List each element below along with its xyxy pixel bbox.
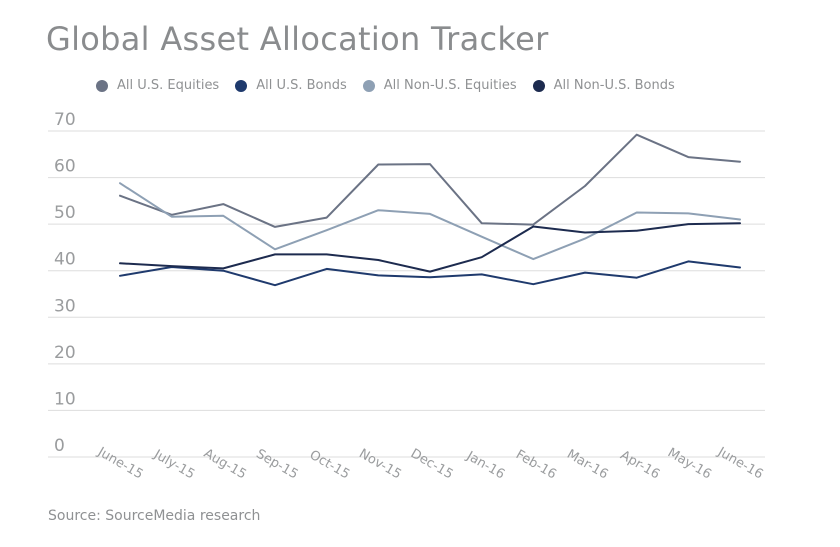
y-tick-label: 30: [54, 296, 76, 316]
legend-dot-icon: [235, 79, 248, 92]
source-note: Source: SourceMedia research: [48, 508, 261, 524]
legend-dot-icon: [532, 79, 545, 92]
x-tick-label: June-15: [94, 444, 145, 482]
chart-title: Global Asset Allocation Tracker: [46, 20, 549, 58]
x-tick-label: May-16: [665, 446, 714, 483]
x-tick-label: July-15: [150, 447, 197, 483]
y-tick-label: 60: [54, 157, 76, 177]
y-tick-label: 50: [54, 203, 76, 223]
legend-item-non-us-equities: All Non-U.S. Equities: [362, 78, 517, 93]
legend-dot-icon: [362, 79, 375, 92]
x-tick-label: Apr-16: [618, 448, 663, 482]
x-tick-label: Oct-15: [307, 448, 352, 483]
legend-dot-icon: [96, 79, 108, 92]
x-tick-label: Dec-15: [408, 446, 456, 482]
x-tick-label: June-16: [714, 444, 765, 482]
y-tick-label: 10: [54, 389, 76, 409]
legend-label: All Non-U.S. Bonds: [553, 78, 675, 93]
x-tick-label: Aug-15: [201, 446, 249, 482]
y-tick-label: 20: [54, 343, 76, 363]
series-line: [119, 133, 741, 228]
x-tick-label: Sep-15: [253, 447, 300, 483]
legend-item-non-us-bonds: All Non-U.S. Bonds: [532, 78, 675, 93]
legend-item-us-bonds: All U.S. Bonds: [235, 78, 347, 93]
x-tick-label: Jan-16: [463, 448, 507, 482]
legend-item-us-equities: All U.S. Equities: [96, 78, 219, 93]
y-tick-label: 70: [54, 110, 76, 130]
chart-legend: All U.S. Equities All U.S. Bonds All Non…: [96, 78, 691, 93]
legend-label: All U.S. Bonds: [256, 78, 347, 93]
y-tick-label: 0: [54, 436, 65, 456]
series-line: [119, 182, 741, 261]
y-tick-label: 40: [54, 250, 76, 270]
x-tick-label: Nov-15: [356, 446, 404, 482]
series-line: [119, 260, 741, 287]
x-tick-label: Feb-16: [513, 447, 559, 482]
x-tick-label: Mar-16: [564, 447, 610, 482]
legend-label: All U.S. Equities: [117, 78, 220, 93]
series-line: [119, 222, 741, 273]
legend-label: All Non-U.S. Equities: [383, 78, 517, 93]
